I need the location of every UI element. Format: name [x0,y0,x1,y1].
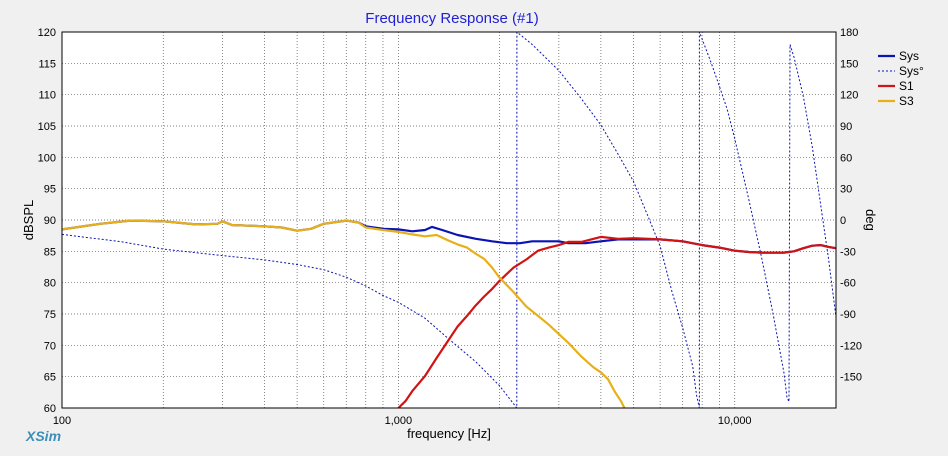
series-line-sys [62,32,836,408]
y-tick-label: 70 [44,340,56,352]
y2-tick-label: 90 [840,121,852,133]
y-tick-label: 105 [38,121,56,133]
y2-tick-label: -60 [840,278,856,290]
y-tick-label: 120 [38,27,56,39]
legend-label: Sys° [899,64,924,78]
plot-frame [61,31,837,409]
grid [62,32,836,408]
y2-tick-label: 60 [840,152,852,164]
left-axis-ticks: 60 65 70 75 80 85 90 95 100 105 110 115 120 [38,27,56,415]
x-axis-label: frequency [Hz] [407,426,491,441]
y-axis-label: dBSPL [21,200,36,240]
y2-axis-label: deg [863,209,878,231]
y2-tick-label: -30 [840,246,856,258]
x-tick-label: 1,000 [385,415,413,427]
legend-label: S1 [899,79,914,93]
y2-tick-label: 120 [840,90,858,102]
y2-tick-label: 180 [840,27,858,39]
y2-tick-label: 30 [840,184,852,196]
y2-tick-label: -120 [840,340,862,352]
series-line-s3 [62,219,626,408]
y-tick-label: 115 [38,58,56,70]
y2-tick-label: 0 [840,215,846,227]
x-axis-ticks: 100 1,000 10,000 [53,415,752,427]
chart-title: Frequency Response (#1) [365,10,538,27]
y2-tick-label: -90 [840,309,856,321]
y-tick-label: 60 [44,403,56,415]
y-tick-label: 75 [44,309,56,321]
legend-label: S3 [899,94,914,108]
right-axis-ticks: -150 -120 -90 -60 -30 0 30 60 90 120 150 180 [840,27,862,384]
y-tick-label: 110 [38,90,56,102]
y-tick-label: 65 [44,372,56,384]
xsim-logo: XSim [25,428,61,444]
y-tick-label: 80 [44,278,56,290]
y2-tick-label: -150 [840,372,862,384]
series-layer [62,32,836,408]
y-tick-label: 95 [44,184,56,196]
x-tick-label: 100 [53,415,71,427]
y-tick-label: 90 [44,215,56,227]
y-tick-label: 85 [44,246,56,258]
series-line-s1 [397,235,836,408]
y2-tick-label: 150 [840,58,858,70]
legend-label: Sys [899,49,919,63]
y-tick-label: 100 [38,152,56,164]
x-tick-label: 10,000 [718,415,752,427]
